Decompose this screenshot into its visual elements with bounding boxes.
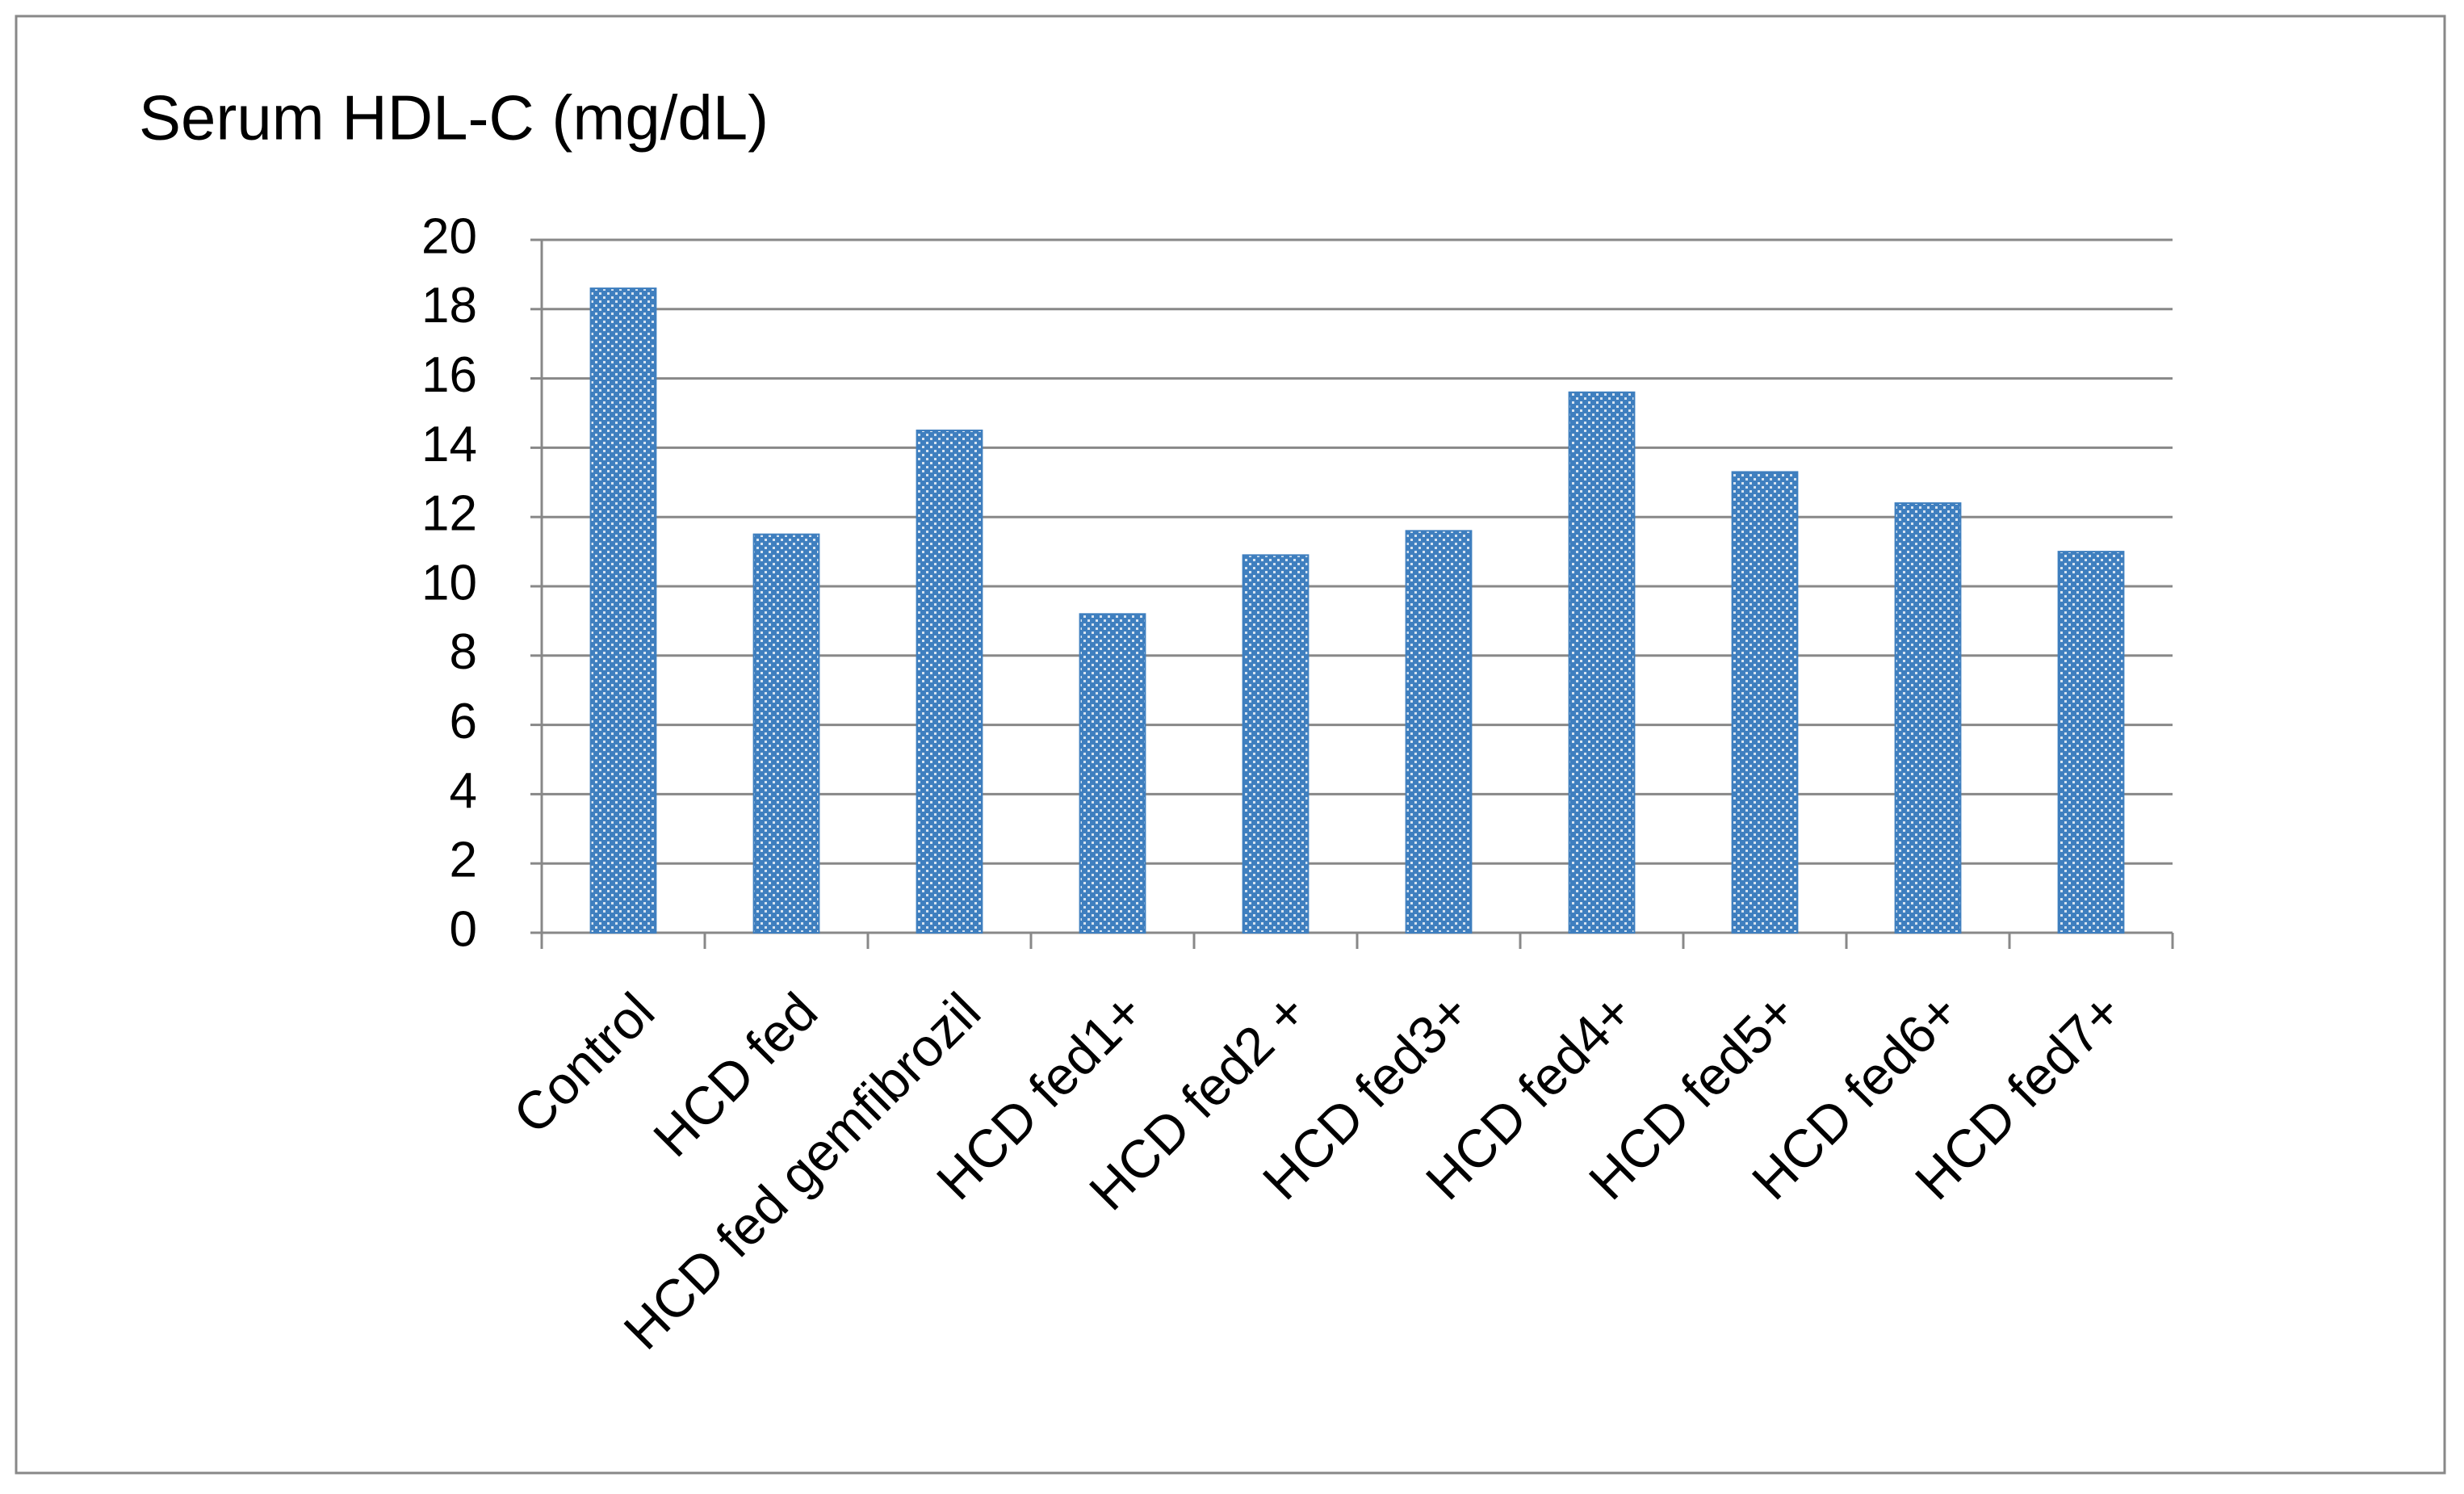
bar (1242, 554, 1310, 934)
bar (1731, 471, 1799, 934)
y-tick-label: 14 (421, 417, 477, 472)
y-tick-label: 12 (421, 486, 477, 542)
bar (916, 429, 983, 934)
chart-title: Serum HDL-C (mg/dL) (139, 82, 769, 153)
y-tick-label: 18 (421, 278, 477, 334)
bar (1894, 502, 1962, 934)
bar (1079, 613, 1146, 934)
y-tick-label: 6 (450, 694, 477, 749)
chart-border (15, 15, 2446, 1475)
y-tick-label: 10 (421, 555, 477, 611)
y-tick-label: 8 (450, 624, 477, 680)
y-tick-label: 20 (421, 208, 477, 264)
y-tick-label: 0 (450, 901, 477, 957)
y-tick-label: 2 (450, 833, 477, 888)
y-tick-label: 4 (450, 763, 477, 819)
bar (752, 533, 820, 934)
bar (2057, 551, 2125, 934)
bar (1568, 391, 1636, 934)
bar (1405, 530, 1473, 934)
bar (589, 287, 657, 934)
y-tick-label: 16 (421, 347, 477, 403)
